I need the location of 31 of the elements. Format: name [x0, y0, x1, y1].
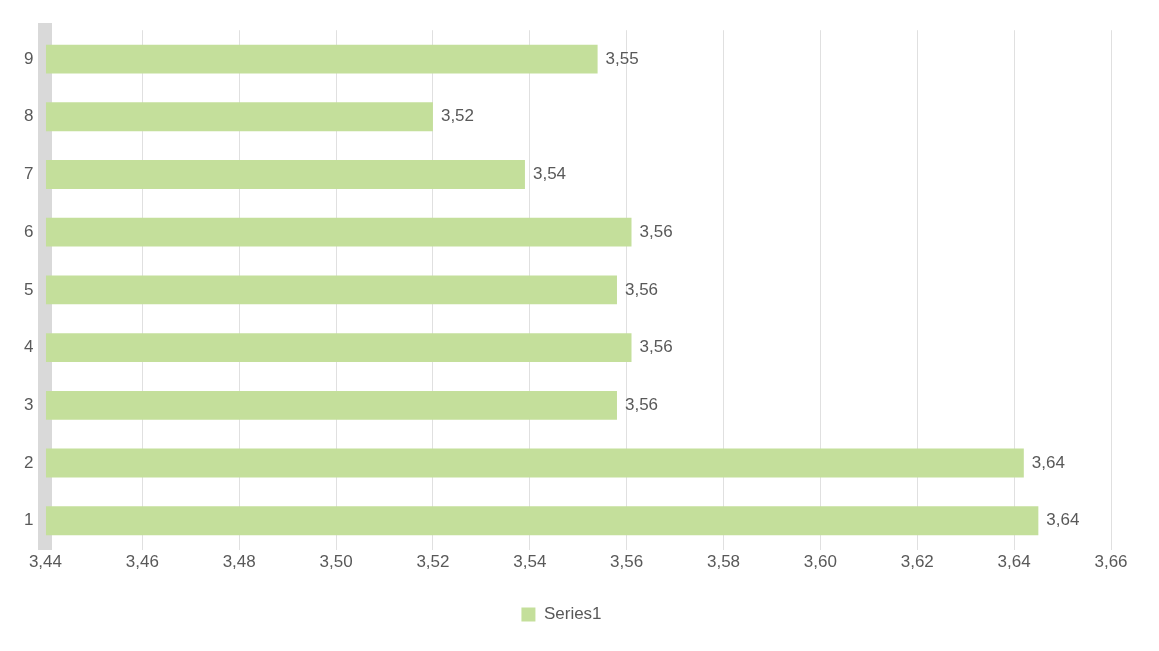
y-tick-label: 6	[23, 221, 34, 241]
data-label: 3,52	[440, 106, 475, 126]
data-label: 3,56	[639, 221, 673, 241]
y-tick-label: 2	[23, 452, 34, 472]
x-tick-label: 3,46	[125, 552, 159, 572]
x-tick-label: 3,62	[900, 552, 934, 572]
x-tick-label: 3,48	[222, 552, 256, 572]
y-tick-label: 1	[23, 510, 34, 530]
y-tick-label: 5	[23, 279, 34, 299]
data-label: 3,54	[532, 164, 567, 184]
data-label: 3,55	[605, 48, 639, 68]
data-label: 3,64	[1046, 510, 1080, 530]
y-tick-label: 3	[23, 395, 34, 415]
y-tick-label: 8	[23, 106, 34, 126]
x-tick-label: 3,60	[803, 552, 837, 572]
x-tick-label: 3,66	[1094, 552, 1128, 572]
x-tick-label: 3,54	[513, 552, 547, 572]
x-tick-label: 3,58	[706, 552, 741, 572]
y-tick-label: 4	[23, 337, 34, 357]
x-tick-label: 3,56	[610, 552, 644, 572]
data-label: 3,56	[624, 279, 659, 299]
y-tick-label: 7	[23, 164, 34, 184]
x-tick-label: 3,44	[28, 552, 62, 572]
data-label: 3,64	[1031, 452, 1065, 472]
data-label: 3,56	[624, 395, 659, 415]
legend-label: Series1	[543, 604, 602, 624]
x-tick-label: 3,50	[319, 552, 353, 572]
x-tick-label: 3,64	[997, 552, 1031, 572]
x-tick-label: 3,52	[416, 552, 450, 572]
y-tick-label: 9	[23, 48, 34, 68]
data-label: 3,56	[639, 337, 673, 357]
